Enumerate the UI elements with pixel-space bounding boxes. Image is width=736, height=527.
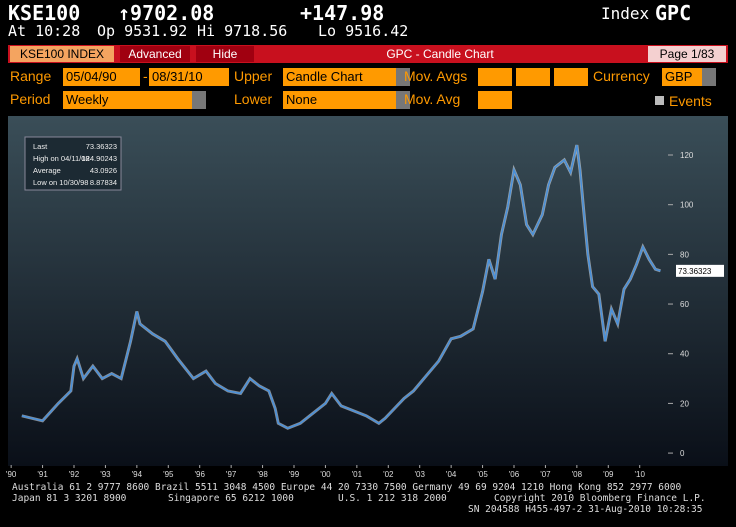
legend-value: 8.87834 bbox=[90, 178, 117, 187]
lower-select[interactable]: None bbox=[283, 91, 396, 109]
x-tick-label: '08 bbox=[572, 470, 583, 479]
x-tick-label: '91 bbox=[37, 470, 48, 479]
x-tick-label: '10 bbox=[634, 470, 645, 479]
x-tick-label: '96 bbox=[194, 470, 205, 479]
legend-label: Last bbox=[33, 142, 48, 151]
label: Lower bbox=[234, 91, 273, 107]
x-tick-label: '93 bbox=[100, 470, 111, 479]
x-tick-label: '05 bbox=[477, 470, 488, 479]
mov-avg-input[interactable] bbox=[554, 68, 588, 86]
quote: Lo 9516.42 bbox=[318, 22, 409, 40]
currency-select[interactable]: GBP bbox=[662, 68, 702, 86]
label: Range bbox=[10, 68, 52, 84]
quote: Op 9531.92 bbox=[97, 22, 188, 40]
x-tick-label: '95 bbox=[163, 470, 174, 479]
x-tick-label: '09 bbox=[603, 470, 614, 479]
period-select[interactable]: Weekly bbox=[63, 91, 192, 109]
last-price: ↑9702.08 bbox=[118, 1, 215, 25]
events-checkbox[interactable] bbox=[655, 96, 664, 105]
mov-avg-input[interactable] bbox=[478, 91, 512, 109]
page-indicator: Page 1/83 bbox=[648, 46, 726, 62]
legend-label: Average bbox=[33, 166, 61, 175]
last-price-tag bbox=[676, 264, 724, 277]
y-tick-label: 80 bbox=[680, 250, 689, 259]
advanced-button[interactable]: Advanced bbox=[120, 46, 190, 62]
start-date[interactable]: 05/04/90 bbox=[63, 68, 140, 86]
price-line bbox=[21, 144, 661, 430]
x-tick-label: '92 bbox=[69, 470, 80, 479]
legend-value: 124.90243 bbox=[82, 154, 117, 163]
footer-text: SN 204588 H455-497-2 31-Aug-2010 10:28:3… bbox=[468, 504, 703, 515]
change: +147.98 bbox=[300, 1, 385, 25]
label: Upper bbox=[234, 68, 273, 84]
x-tick-label: '94 bbox=[132, 470, 143, 479]
toolbar-title: GPC - Candle Chart bbox=[386, 47, 494, 61]
dropdown-arrow[interactable] bbox=[396, 68, 410, 86]
x-tick-label: '07 bbox=[540, 470, 551, 479]
label: Mov. Avgs bbox=[404, 68, 468, 84]
x-tick-label: '99 bbox=[289, 470, 300, 479]
y-tick-label: 40 bbox=[680, 350, 689, 359]
function: GPC bbox=[655, 1, 692, 25]
label: Mov. Avg bbox=[404, 91, 461, 107]
end-date[interactable]: 08/31/10 bbox=[149, 68, 229, 86]
x-tick-label: '06 bbox=[509, 470, 520, 479]
mov-avg-input[interactable] bbox=[516, 68, 550, 86]
kind: Index bbox=[601, 4, 650, 23]
hide-button[interactable]: Hide bbox=[196, 46, 254, 62]
x-tick-label: '01 bbox=[352, 470, 363, 479]
footer-text: Australia 61 2 9777 8600 Brazil 5511 304… bbox=[12, 482, 682, 493]
dropdown-arrow[interactable] bbox=[192, 91, 206, 109]
chart-panel bbox=[8, 116, 728, 466]
x-tick-label: '00 bbox=[320, 470, 331, 479]
x-tick-label: '97 bbox=[226, 470, 237, 479]
ticker: KSE100 bbox=[8, 1, 81, 25]
footer-text: Japan 81 3 3201 8900 bbox=[12, 493, 127, 504]
y-tick-label: 20 bbox=[680, 399, 689, 408]
footer-text: U.S. 1 212 318 2000 bbox=[338, 493, 447, 504]
x-tick-label: '90 bbox=[6, 470, 17, 479]
x-tick-label: '98 bbox=[257, 470, 268, 479]
dropdown-arrow[interactable] bbox=[702, 68, 716, 86]
x-tick-label: '02 bbox=[383, 470, 394, 479]
x-tick-label: '03 bbox=[414, 470, 425, 479]
quote: Hi 9718.56 bbox=[197, 22, 288, 40]
y-tick-label: 0 bbox=[680, 449, 685, 458]
label: - bbox=[143, 68, 148, 84]
y-tick-label: 100 bbox=[680, 201, 694, 210]
y-tick-label: 120 bbox=[680, 151, 694, 160]
legend-value: 43.0926 bbox=[90, 166, 117, 175]
y-tick-label: 60 bbox=[680, 300, 689, 309]
legend-label: Low on 10/30/98 bbox=[33, 178, 88, 187]
footer-text: Singapore 65 6212 1000 bbox=[168, 493, 294, 504]
mov-avg-input[interactable] bbox=[478, 68, 512, 86]
legend-label: High on 04/11/08 bbox=[33, 154, 90, 163]
quote: At 10:28 bbox=[8, 22, 81, 40]
legend-value: 73.36323 bbox=[86, 142, 117, 151]
legend-box bbox=[24, 136, 122, 191]
x-tick-label: '04 bbox=[446, 470, 457, 479]
label: Events bbox=[669, 93, 712, 109]
last-price-label: 73.36323 bbox=[678, 267, 712, 276]
label: Currency bbox=[593, 68, 650, 84]
label: Period bbox=[10, 91, 51, 107]
security-tab[interactable]: KSE100 INDEX bbox=[10, 46, 114, 62]
upper-select[interactable]: Candle Chart bbox=[283, 68, 396, 86]
footer-text: Copyright 2010 Bloomberg Finance L.P. bbox=[494, 493, 706, 504]
dropdown-arrow[interactable] bbox=[396, 91, 410, 109]
